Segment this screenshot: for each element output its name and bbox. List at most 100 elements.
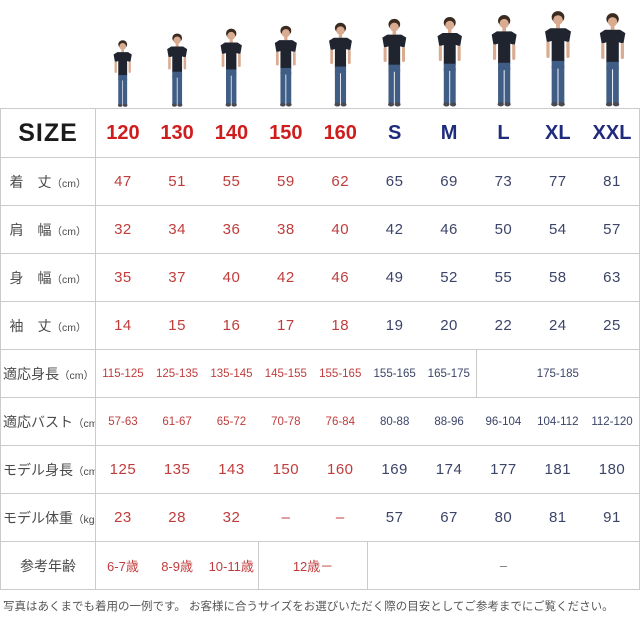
col-header-L: L [476, 108, 531, 158]
row-label: 適応バスト（cm） [0, 397, 96, 446]
photo-strip [0, 0, 640, 108]
table-row: 着 丈（cm） 47 51 55 59 62 65 69 73 77 81 [0, 157, 640, 206]
cell-r7-c9: 91 [585, 493, 640, 542]
cell-r5-c6: 88-96 [421, 397, 477, 446]
cell-r1-c2: 36 [204, 205, 259, 254]
cell-r4-c1: 125-135 [149, 349, 205, 398]
cell-r6-c5: 169 [367, 445, 422, 494]
cell-r1-c0: 32 [95, 205, 150, 254]
cell-r0-c1: 51 [149, 157, 205, 206]
cell-r5-c1: 61-67 [149, 397, 205, 446]
cell-r4-c4: 155-165 [313, 349, 368, 398]
cell-r0-c2: 55 [204, 157, 259, 206]
row-label: モデル身長（cm） [0, 445, 96, 494]
cell-r3-c2: 16 [204, 301, 259, 350]
cell-r2-c6: 52 [421, 253, 477, 302]
col-header-M: M [421, 108, 477, 158]
cell-r6-c2: 143 [204, 445, 259, 494]
cell-r6-c4: 160 [313, 445, 368, 494]
cell-r7-c5: 57 [367, 493, 422, 542]
col-header-120: 120 [95, 108, 150, 158]
cell-r4-c7: 175-185 [475, 349, 640, 398]
cell-r7-c2: 32 [204, 493, 259, 542]
row-label: 参考年齢 [0, 541, 96, 590]
cell-r5-c9: 112-120 [585, 397, 640, 446]
cell-r2-c0: 35 [95, 253, 150, 302]
cell-r3-c6: 20 [421, 301, 477, 350]
footer-note: 写真はあくまでも着用の一例です。 お客様に合うサイズをお選びいただく際の目安とし… [3, 601, 614, 613]
cell-r7-c7: 80 [476, 493, 531, 542]
row-label: 袖 丈（cm） [0, 301, 96, 350]
cell-r8-c3: 12歳－ [258, 541, 368, 590]
row-label: 着 丈（cm） [0, 157, 96, 206]
cell-r0-c4: 62 [313, 157, 368, 206]
cell-r1-c9: 57 [585, 205, 640, 254]
col-header-140: 140 [204, 108, 259, 158]
table-row: 適応バスト（cm）57-6361-6765-7270-7876-8480-888… [0, 397, 640, 446]
cell-r0-c0: 47 [95, 157, 150, 206]
cell-r5-c8: 104-112 [530, 397, 586, 446]
cell-r6-c3: 150 [258, 445, 314, 494]
cell-r2-c9: 63 [585, 253, 640, 302]
cell-r1-c7: 50 [476, 205, 531, 254]
table-body: 着 丈（cm） 47 51 55 59 62 65 69 73 77 81 肩 幅（cm） 32 34 36… [0, 157, 640, 590]
model-photo-XXL [592, 10, 633, 108]
table-row: 袖 丈（cm） 14 15 16 17 18 19 20 22 24 25 [0, 301, 640, 350]
cell-r3-c5: 19 [367, 301, 422, 350]
cell-r3-c7: 22 [476, 301, 531, 350]
model-photo-M [430, 14, 469, 108]
cell-r3-c9: 25 [585, 301, 640, 350]
cell-r4-c3: 145-155 [258, 349, 314, 398]
table-row: 肩 幅（cm） 32 34 36 38 40 42 46 50 54 57 [0, 205, 640, 254]
table-row: 身 幅（cm） 35 37 40 42 46 49 52 55 58 63 [0, 253, 640, 302]
cell-r1-c8: 54 [530, 205, 586, 254]
cell-r0-c3: 59 [258, 157, 314, 206]
model-photo-L [484, 12, 524, 108]
cell-r1-c3: 38 [258, 205, 314, 254]
cell-r6-c8: 181 [530, 445, 586, 494]
cell-r6-c6: 174 [421, 445, 477, 494]
cell-r0-c6: 69 [421, 157, 477, 206]
row-label: 身 幅（cm） [0, 253, 96, 302]
col-header-150: 150 [258, 108, 314, 158]
cell-r6-c9: 180 [585, 445, 640, 494]
cell-r1-c1: 34 [149, 205, 205, 254]
cell-r3-c0: 14 [95, 301, 150, 350]
col-header-160: 160 [313, 108, 368, 158]
cell-r2-c8: 58 [530, 253, 586, 302]
cell-r1-c6: 46 [421, 205, 477, 254]
cell-r4-c0: 115-125 [95, 349, 150, 398]
cell-r0-c5: 65 [367, 157, 422, 206]
cell-r0-c7: 73 [476, 157, 531, 206]
col-header-S: S [367, 108, 422, 158]
model-photo-S [375, 16, 414, 108]
cell-r2-c7: 55 [476, 253, 531, 302]
cell-r5-c5: 80-88 [367, 397, 422, 446]
cell-r7-c4: – [313, 493, 368, 542]
row-label: 肩 幅（cm） [0, 205, 96, 254]
cell-r7-c6: 67 [421, 493, 477, 542]
cell-r0-c8: 77 [530, 157, 586, 206]
header-row: SIZE 120 130 140 150 160 S M L XL XXL [0, 108, 640, 158]
table-row: 適応身長（cm） 115-125 125-135 135-145 145-155 155-… [0, 349, 640, 398]
cell-r6-c1: 135 [149, 445, 205, 494]
model-photo-150 [268, 23, 304, 108]
cell-r4-c2: 135-145 [204, 349, 259, 398]
cell-r7-c1: 28 [149, 493, 205, 542]
col-header-XL: XL [530, 108, 586, 158]
model-photo-130 [161, 31, 193, 108]
cell-r8-c4: – [366, 541, 640, 590]
cell-r7-c8: 81 [530, 493, 586, 542]
cell-r5-c4: 76-84 [313, 397, 368, 446]
size-header: SIZE [0, 108, 96, 158]
row-label: モデル体重（kg） [0, 493, 96, 542]
cell-r2-c5: 49 [367, 253, 422, 302]
cell-r8-c1: 8-9歳 [149, 541, 205, 590]
cell-r7-c3: – [258, 493, 314, 542]
cell-r3-c1: 15 [149, 301, 205, 350]
cell-r3-c8: 24 [530, 301, 586, 350]
model-photo-160 [322, 20, 359, 108]
